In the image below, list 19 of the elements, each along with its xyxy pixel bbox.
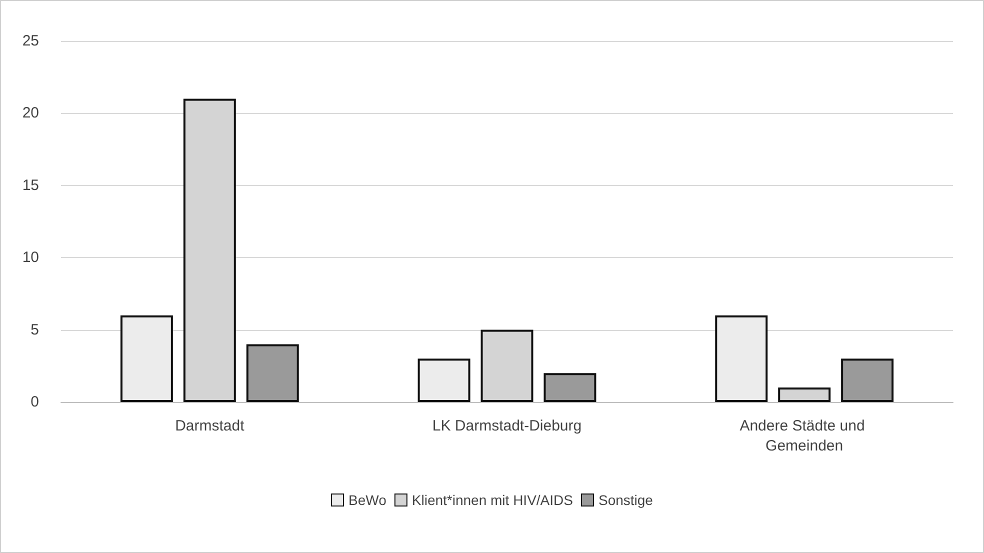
y-tick-label: 0 — [30, 394, 39, 410]
x-tick-label: Andere Städte und Gemeinden — [740, 418, 869, 454]
bar — [544, 373, 596, 402]
x-tick-label: Darmstadt — [175, 418, 246, 434]
bar — [715, 315, 768, 402]
y-tick-label: 10 — [22, 249, 39, 266]
y-tick-label: 20 — [22, 104, 39, 122]
bar — [778, 388, 831, 402]
bar — [841, 358, 894, 402]
legend-label: Sonstige — [598, 492, 654, 508]
y-tick-label: 5 — [30, 321, 39, 338]
bar — [120, 315, 173, 402]
y-tick-label: 15 — [22, 176, 39, 194]
legend-label: BeWo — [348, 492, 387, 508]
x-tick-label: LK Darmstadt-Dieburg — [432, 418, 582, 434]
legend-label: Klient*innen mit HIV/AIDS — [412, 492, 573, 508]
y-tick-label: 25 — [22, 32, 39, 50]
bar — [246, 344, 299, 402]
bar — [418, 358, 470, 402]
